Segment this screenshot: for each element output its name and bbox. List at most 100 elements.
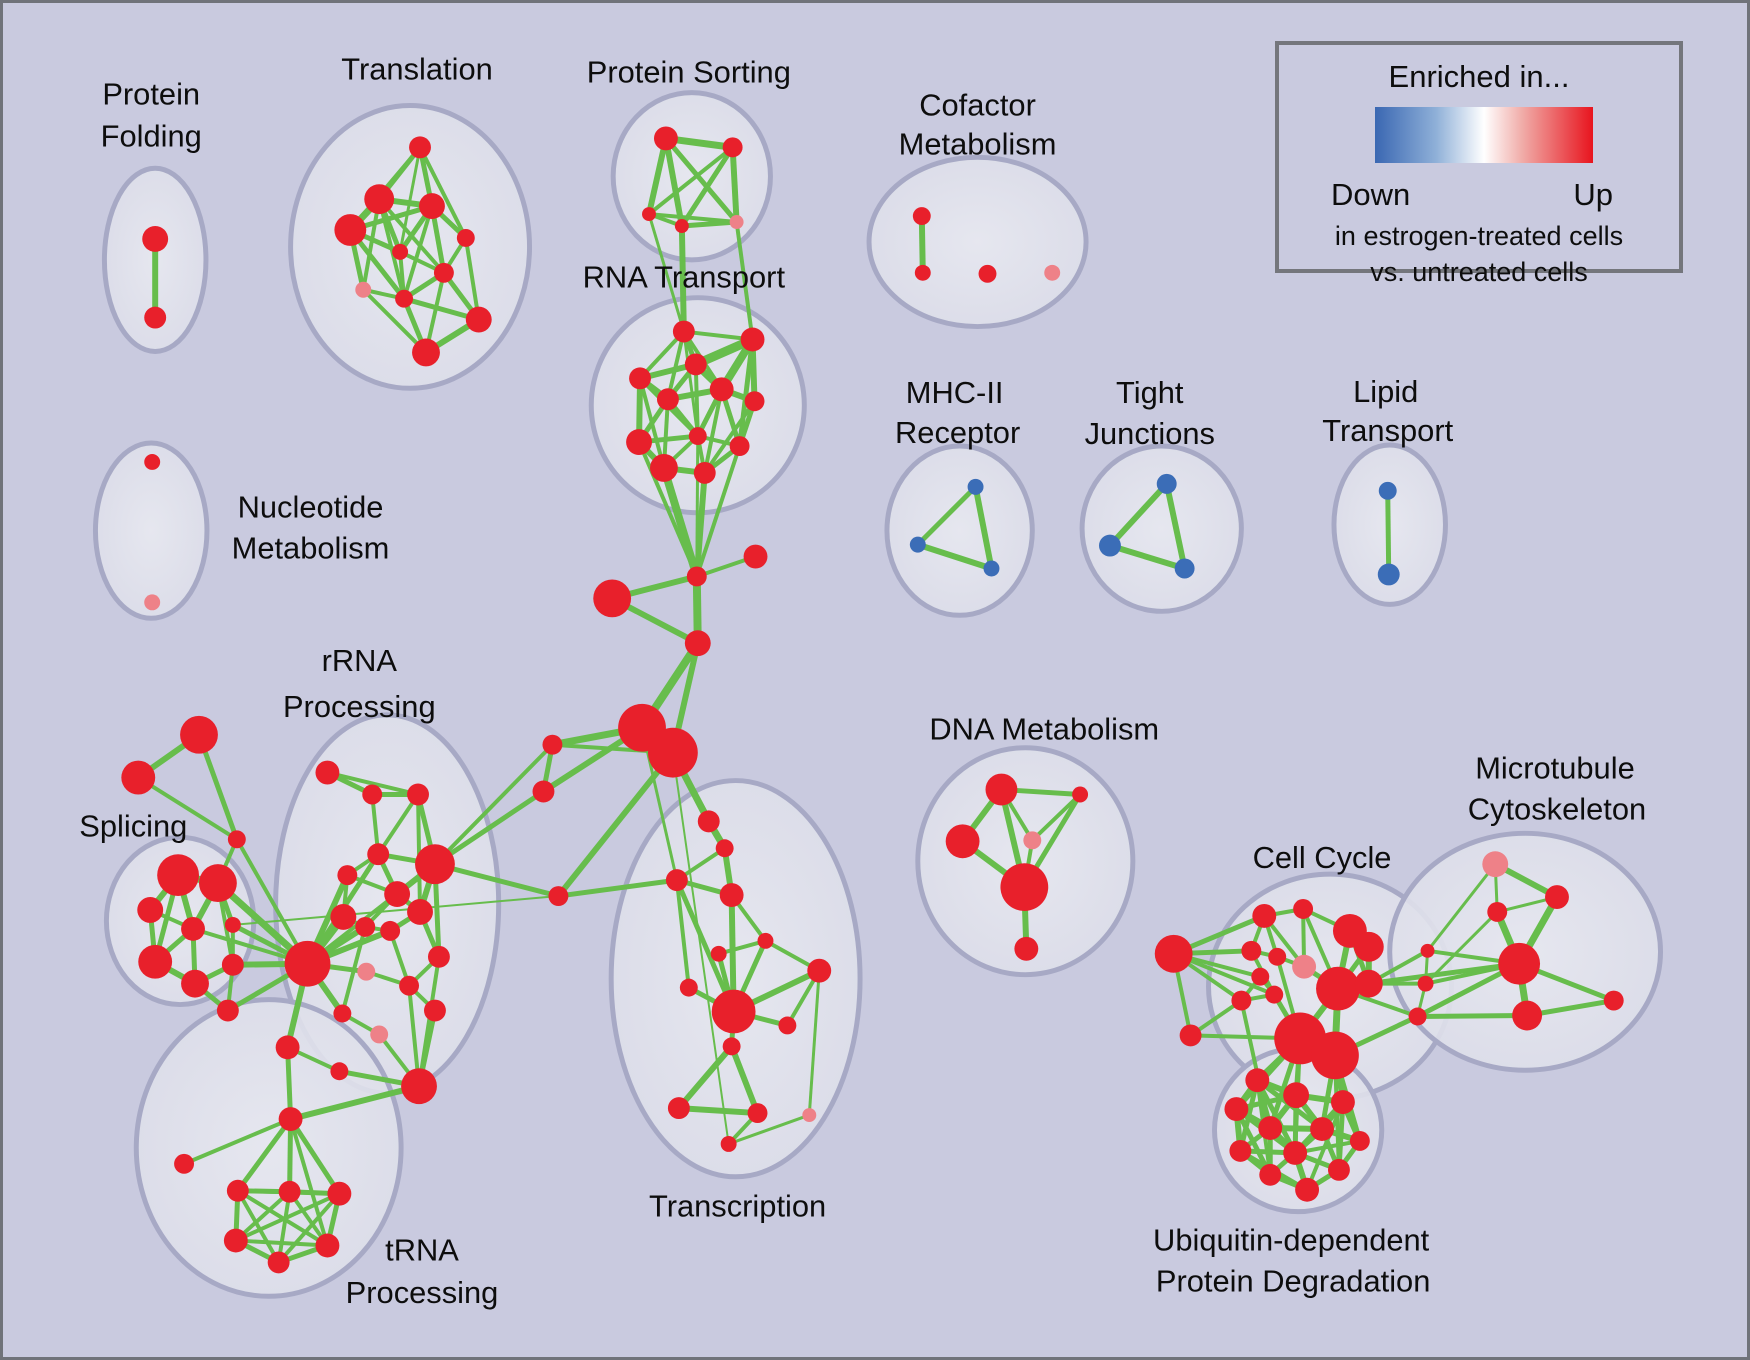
edge-rl2-tw6	[288, 1118, 330, 1247]
gene-set-node-ub12	[1295, 1177, 1320, 1202]
gene-set-node-tr14	[720, 1135, 737, 1152]
cluster-ellipse-nucleotide-metabolism	[92, 440, 210, 621]
gene-set-node-cB2	[1311, 1031, 1359, 1080]
gene-set-node-t3	[419, 193, 445, 220]
edge-rl2-tw1	[235, 1117, 293, 1193]
gene-set-node-u3	[407, 783, 429, 806]
edge-u4-rrH	[235, 838, 310, 965]
gene-set-node-c0	[1154, 934, 1193, 973]
gene-set-node-rr12	[333, 1004, 352, 1023]
cluster-ellipse-dna-metabolism	[915, 745, 1136, 978]
edge-rt1-rt5	[665, 331, 686, 400]
edge-rt7-rt12	[703, 400, 757, 475]
gene-set-node-d5	[1000, 863, 1049, 911]
edge-m1-m3	[972, 486, 995, 570]
edge-rl-hub2	[556, 750, 676, 898]
gene-set-node-tri2	[121, 760, 156, 795]
edge-rt10-ch1	[694, 445, 742, 578]
gene-set-node-sp4	[181, 916, 205, 941]
cluster-label-transcription-line1: Transcription	[649, 1189, 826, 1224]
edge-d2-d4	[1030, 793, 1082, 842]
gene-set-node-t7	[433, 262, 454, 283]
edge-rt2-rt10	[737, 339, 756, 447]
gene-set-node-u2	[362, 784, 383, 805]
gene-set-node-ch3	[593, 579, 632, 618]
gene-set-node-rr6	[380, 920, 401, 941]
gene-set-node-tr10	[722, 1037, 741, 1056]
gene-set-node-rr3	[384, 881, 411, 907]
gene-set-node-sp7	[181, 969, 209, 998]
gene-set-node-mt4	[1603, 990, 1624, 1011]
gene-set-node-ch4	[684, 630, 711, 657]
cluster-ellipse-cofactor-metabolism	[866, 154, 1089, 330]
gene-set-node-rt9	[688, 427, 707, 446]
gene-set-node-tr5	[757, 932, 774, 949]
edge-ps5-rt2	[734, 221, 755, 340]
edge-hub2-tr14	[671, 752, 730, 1145]
gene-set-node-c4	[1353, 931, 1384, 962]
gene-set-node-t5	[456, 228, 475, 247]
gene-set-node-t4	[334, 214, 367, 246]
gene-set-node-rrH	[284, 940, 331, 987]
edge-lp1-lp2	[1385, 490, 1392, 575]
gene-set-node-cf2	[914, 264, 931, 281]
gene-set-node-rl	[548, 886, 569, 906]
edge-rt9-ch1	[695, 436, 700, 577]
gene-set-node-c7	[1292, 954, 1317, 979]
edge-tw3-tw4	[235, 1191, 341, 1243]
legend-subtitle-line2: vs. untreated cells	[1370, 257, 1588, 287]
legend-subtitle-line1: in estrogen-treated cells	[1334, 221, 1624, 251]
cluster-label-microtubule-cytoskeleton-line1: Microtubule	[1475, 751, 1635, 786]
edge-ps3-rt1	[647, 213, 686, 332]
network-canvas: Protein Folding Translation Protein Sorting…	[79, 52, 1664, 1310]
gene-set-node-c15	[1417, 975, 1434, 992]
edge-ps4-ps5	[681, 219, 737, 229]
gene-set-node-tr8	[679, 978, 698, 997]
edge-rl2-tw2	[287, 1119, 294, 1192]
edge-ps4-rt1	[678, 225, 687, 332]
gene-set-node-mt2	[1487, 902, 1508, 922]
gene-set-node-c16	[1408, 1007, 1427, 1026]
edge-tj1-tj2	[1107, 481, 1169, 548]
edge-tw4-tw6	[235, 1238, 328, 1248]
edge-rl-rrB	[434, 861, 560, 899]
legend-title: Enriched in...	[1388, 59, 1570, 94]
gene-set-node-ch2	[743, 544, 768, 569]
edge-c14-mtp	[1426, 863, 1497, 952]
gene-set-node-c5	[1241, 940, 1262, 961]
gene-set-node-t11	[412, 338, 440, 367]
gene-set-node-ub5	[1258, 1116, 1283, 1140]
edge-tr3-trH	[674, 879, 736, 1013]
edge-t1-t5	[418, 146, 468, 239]
cluster-label-translation-line1: Translation	[341, 52, 493, 87]
edge-ps2-ps5	[729, 147, 740, 223]
gene-set-node-c0b	[1179, 1024, 1202, 1047]
gene-set-node-tr11	[667, 1097, 690, 1120]
cluster-label-cofactor-metabolism-line2: Metabolism	[899, 126, 1057, 161]
cluster-label-trna-processing-line1: tRNA	[385, 1232, 459, 1267]
gene-set-node-pf1	[142, 226, 169, 252]
cluster-label-tight-junctions-line2: Junctions	[1085, 416, 1215, 451]
gene-set-node-ub6	[1310, 1117, 1334, 1141]
edge-L1-rrB	[433, 743, 554, 866]
gene-set-node-rr14	[275, 1035, 300, 1060]
gene-set-node-ub8	[1229, 1139, 1252, 1162]
gene-set-node-t8	[355, 281, 372, 298]
gene-set-node-tr6	[710, 945, 727, 962]
cluster-label-protein-folding-line2: Folding	[101, 118, 202, 153]
edge-c15-mt2	[1424, 910, 1499, 985]
gene-set-node-ps3	[642, 207, 656, 222]
gene-set-node-c9	[1265, 985, 1284, 1004]
gene-set-node-nm2	[144, 594, 161, 611]
gene-set-node-u4	[227, 830, 246, 849]
edge-t8-t11	[361, 288, 428, 354]
gene-set-node-mtB	[1498, 942, 1541, 985]
gene-set-node-tr3	[665, 869, 688, 892]
gene-set-node-cf4	[1044, 264, 1061, 281]
gene-set-node-mt5	[1512, 1000, 1543, 1031]
edge-t2-t8	[361, 198, 382, 291]
gene-set-node-m3	[983, 560, 1000, 577]
gene-set-node-m1	[967, 478, 984, 495]
cluster-ellipse-tight-junctions	[1079, 443, 1244, 614]
cluster-label-microtubule-cytoskeleton-line2: Cytoskeleton	[1468, 791, 1646, 826]
